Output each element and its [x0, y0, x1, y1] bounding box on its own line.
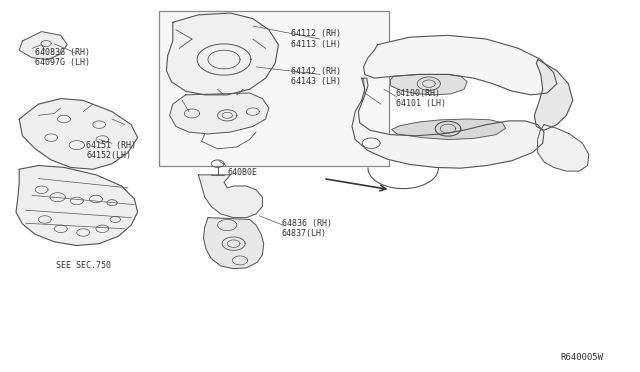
Text: SEE SEC.750: SEE SEC.750	[56, 262, 111, 270]
Polygon shape	[204, 218, 264, 269]
Text: 64151 (RH)
64152(LH): 64151 (RH) 64152(LH)	[86, 141, 136, 160]
Polygon shape	[16, 166, 138, 246]
Polygon shape	[19, 32, 67, 60]
Text: R640005W: R640005W	[560, 353, 603, 362]
Text: 640B0E: 640B0E	[227, 169, 257, 177]
Polygon shape	[170, 93, 269, 134]
Polygon shape	[538, 125, 589, 171]
Text: 64142 (RH)
64143 (LH): 64142 (RH) 64143 (LH)	[291, 67, 341, 86]
Polygon shape	[166, 13, 278, 95]
Text: 64112 (RH)
64113 (LH): 64112 (RH) 64113 (LH)	[291, 29, 341, 49]
Text: 64836 (RH)
64837(LH): 64836 (RH) 64837(LH)	[282, 219, 332, 238]
Polygon shape	[19, 99, 138, 169]
Polygon shape	[352, 78, 544, 168]
Polygon shape	[392, 119, 506, 140]
Polygon shape	[198, 175, 262, 218]
Polygon shape	[364, 35, 557, 95]
Polygon shape	[390, 74, 467, 95]
Polygon shape	[534, 60, 573, 130]
Text: 64100(RH)
64101 (LH): 64100(RH) 64101 (LH)	[396, 89, 445, 108]
Text: 64083G (RH)
64097G (LH): 64083G (RH) 64097G (LH)	[35, 48, 90, 67]
Bar	[159, 11, 389, 166]
